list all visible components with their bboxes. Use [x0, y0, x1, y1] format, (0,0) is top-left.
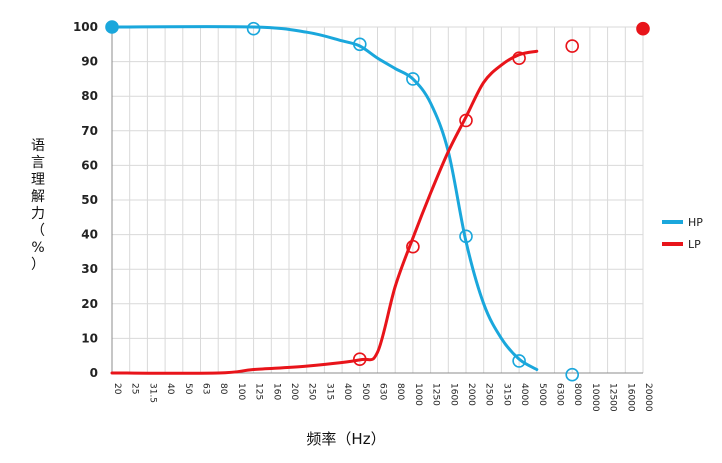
legend-label-lp: LP: [688, 238, 701, 251]
y-tick-label: 0: [90, 366, 98, 380]
data-point-hp: [105, 20, 119, 34]
y-axis-title-char: 力: [31, 206, 45, 222]
x-tick-label: 3150: [501, 383, 511, 406]
data-point-hp: [459, 229, 473, 244]
x-tick-label: 100: [236, 383, 246, 400]
x-tick-label: 1600: [448, 383, 458, 406]
series-line-lp: [110, 49, 539, 375]
y-axis-title-char: %: [31, 240, 44, 256]
x-tick-label: 10000: [590, 383, 600, 412]
x-tick-label: 630: [378, 383, 388, 400]
y-axis-title-char: ）: [31, 257, 45, 273]
x-tick-label: 8000: [572, 383, 582, 406]
x-tick-label: 31.5: [147, 383, 157, 403]
x-tick-label: 40: [165, 383, 175, 395]
chart-grid: [111, 26, 644, 374]
x-tick-label: 125: [254, 383, 264, 400]
y-tick-label: 10: [81, 331, 98, 345]
y-tick-label: 60: [81, 158, 98, 172]
x-tick-label: 1000: [413, 383, 423, 406]
x-tick-label: 16000: [625, 383, 635, 412]
y-axis-title-char: 言: [31, 155, 45, 171]
x-tick-label: 500: [360, 383, 370, 400]
x-tick-label: 2500: [484, 383, 494, 406]
data-point-hp: [406, 72, 420, 86]
data-point-lp: [636, 21, 650, 36]
x-tick-label: 4000: [519, 383, 529, 406]
y-axis-title-char: 语: [31, 138, 45, 154]
y-tick-label: 80: [81, 89, 98, 103]
x-tick-label: 315: [324, 383, 334, 400]
y-tick-label: 20: [81, 297, 98, 311]
x-tick-label: 2000: [466, 383, 476, 406]
data-point-hp: [565, 367, 580, 382]
y-tick-label: 100: [73, 20, 98, 34]
y-tick-label: 50: [81, 193, 98, 207]
series-line-hp: [110, 25, 539, 372]
y-tick-label: 40: [81, 228, 98, 242]
y-axis-title-char: （: [31, 223, 45, 239]
x-tick-label: 400: [342, 383, 352, 400]
y-tick-label: 90: [81, 55, 98, 69]
x-tick-label: 1250: [431, 383, 441, 406]
x-axis-title: 频率（Hz）: [306, 430, 385, 448]
x-tick-label: 250: [307, 383, 317, 400]
x-tick-label: 160: [271, 383, 281, 400]
y-tick-label: 30: [81, 262, 98, 276]
x-tick-label: 200: [289, 383, 299, 400]
data-point-lp: [406, 239, 420, 254]
x-tick-label: 63: [201, 383, 211, 394]
x-tick-label: 20: [112, 383, 122, 395]
x-tick-label: 50: [183, 383, 193, 395]
chart-series: [105, 20, 650, 382]
y-axis-ticks: 0 10 20 30 40 50 60 70 80 90 100: [73, 20, 98, 380]
x-axis-ticks: 20 25 31.5 40 50 63 80 100 125 160 200 250 315 400 500…: [112, 383, 653, 412]
legend: HP LP: [662, 216, 703, 251]
x-tick-label: 25: [130, 383, 140, 394]
data-point-lp: [565, 39, 580, 53]
legend-label-hp: HP: [688, 216, 703, 229]
x-tick-label: 12500: [608, 383, 618, 412]
data-point-hp: [512, 354, 526, 368]
data-point-hp: [352, 37, 367, 52]
x-tick-label: 5000: [537, 383, 547, 406]
y-tick-label: 70: [81, 124, 98, 138]
x-tick-label: 6300: [555, 383, 565, 406]
data-point-lp: [512, 51, 526, 65]
y-axis-title-char: 理: [31, 172, 45, 188]
y-axis-title-char: 解: [31, 189, 45, 205]
data-point-hp: [246, 21, 261, 36]
x-tick-label: 80: [218, 383, 228, 395]
x-tick-label: 800: [395, 383, 405, 400]
data-point-lp: [352, 352, 367, 366]
x-tick-label: 20000: [643, 383, 653, 412]
data-point-lp: [459, 113, 473, 128]
